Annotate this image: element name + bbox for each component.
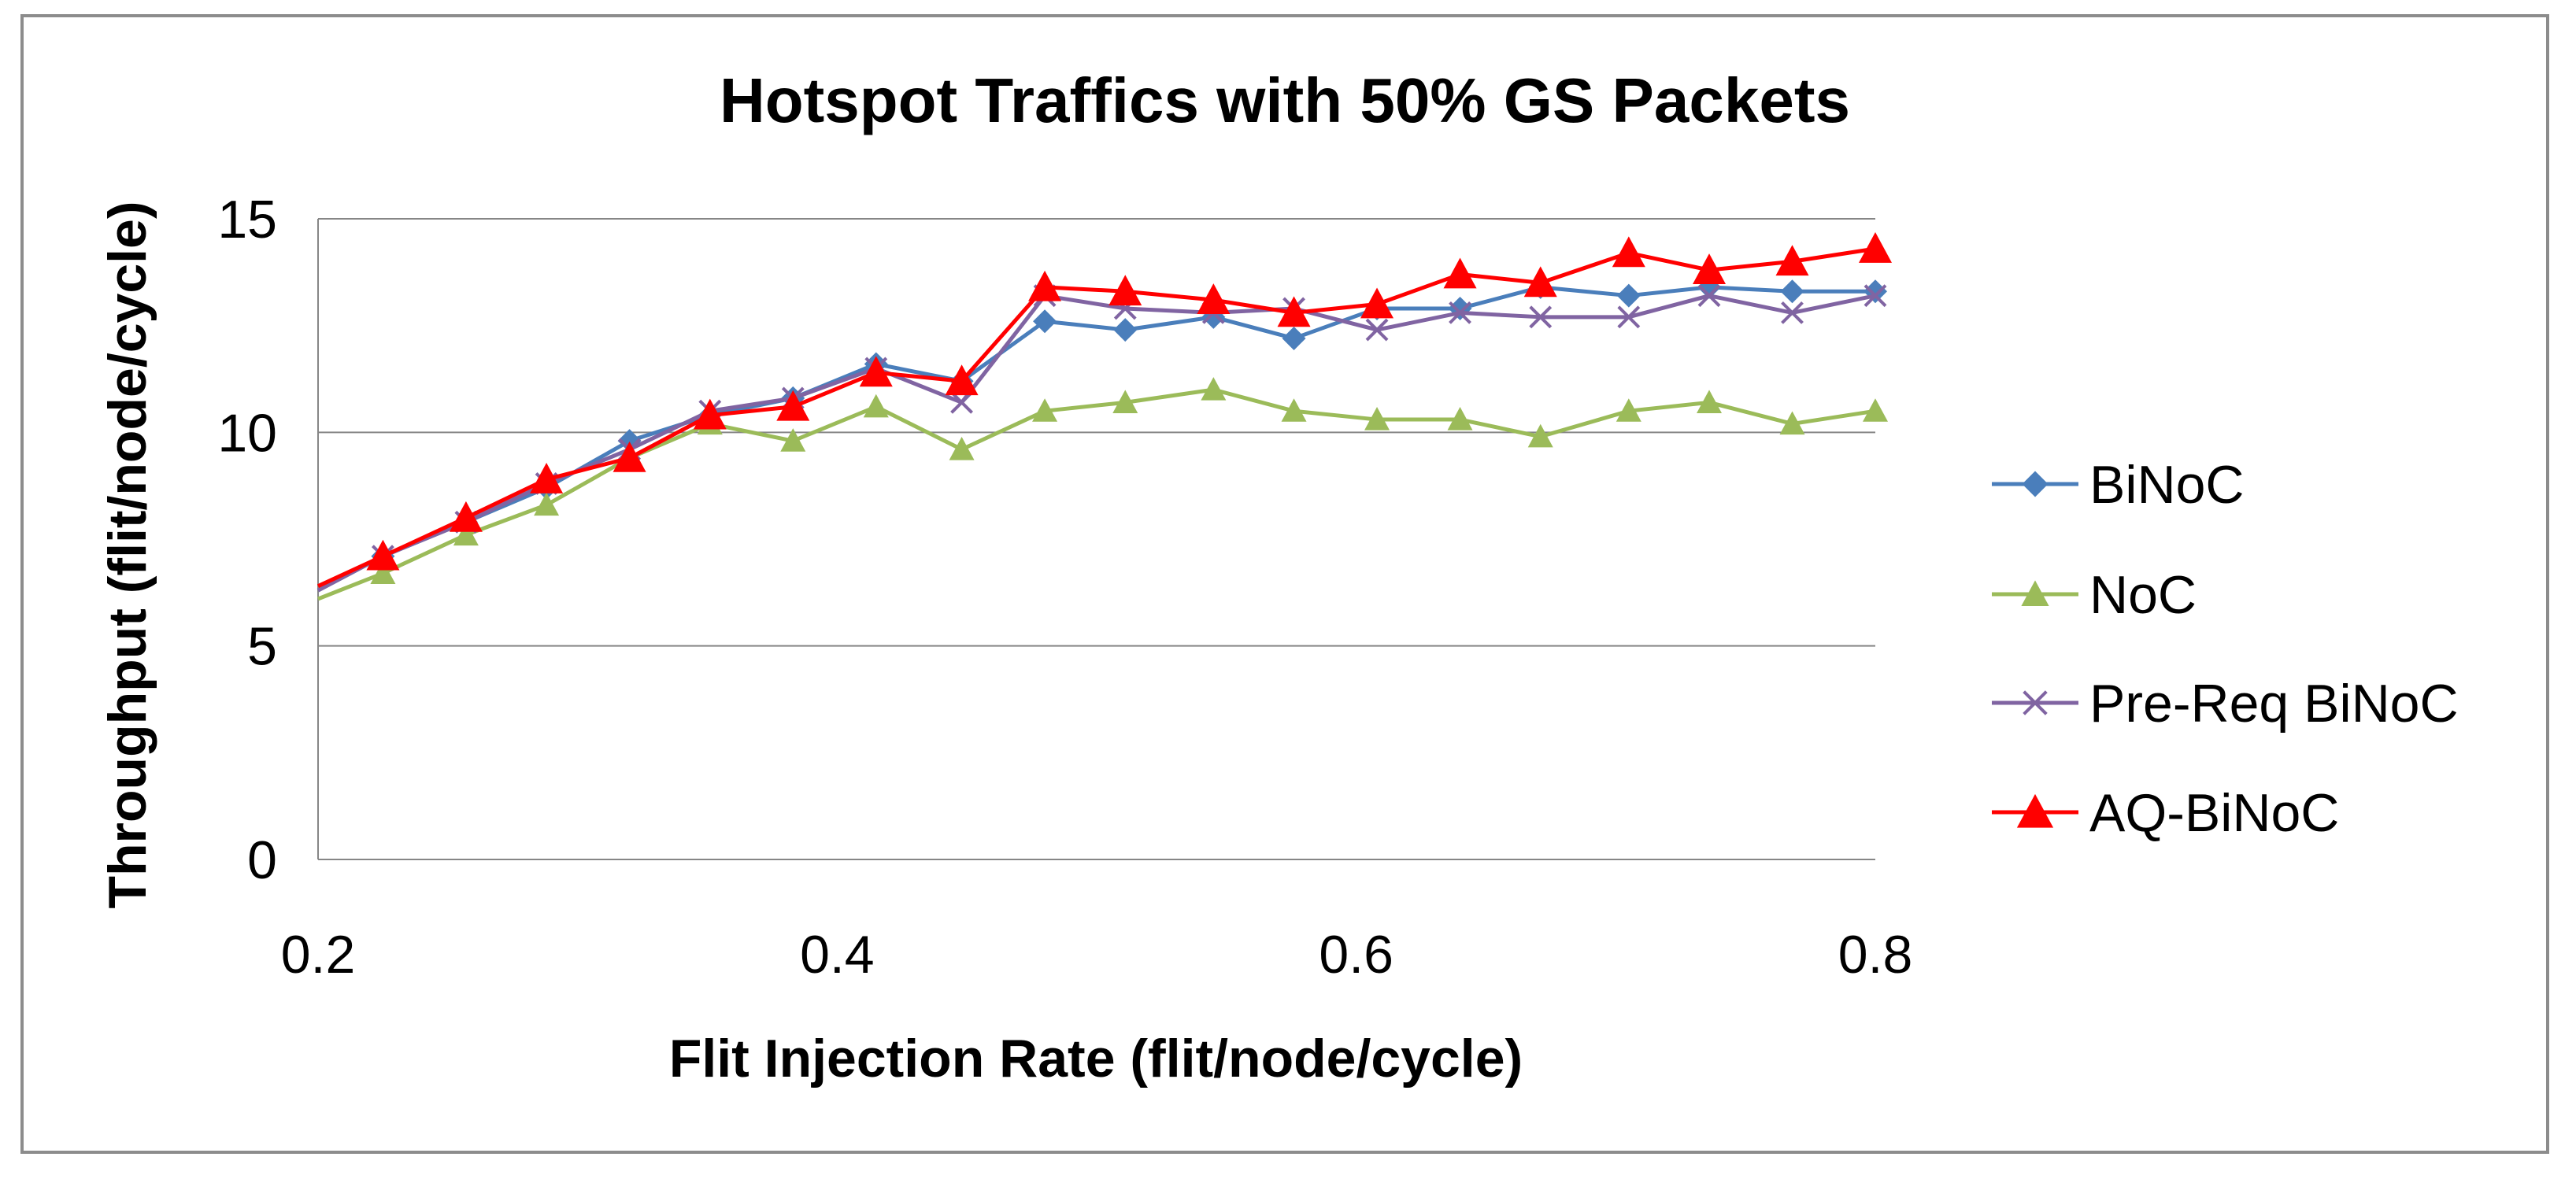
series-line: [316, 294, 1876, 593]
data-point: [1617, 305, 1641, 329]
data-point: [945, 364, 979, 396]
data-point: [1781, 301, 1804, 324]
series-pre-req-binoc: [316, 284, 1887, 593]
data-point: [453, 522, 479, 546]
y-tick-label: 5: [247, 617, 277, 677]
data-point: [1277, 296, 1311, 327]
y-tick-label: 15: [217, 190, 277, 249]
data-point: [1780, 279, 1804, 304]
data-point: [1779, 411, 1805, 435]
data-point: [1697, 390, 1723, 413]
data-point: [1775, 245, 1809, 276]
chart-frame: [20, 14, 2549, 1154]
data-point: [1523, 266, 1557, 298]
chart-title: Hotspot Traffics with 50% GS Packets: [720, 65, 1850, 135]
legend-label: BiNoC: [2089, 455, 2245, 515]
legend-label: AQ-BiNoC: [2089, 783, 2339, 843]
y-tick-labels: 0 5 10 15: [217, 190, 277, 890]
gridlines: [318, 218, 1875, 647]
data-point: [370, 560, 396, 585]
data-point: [1864, 279, 1887, 304]
series-line: [316, 285, 1875, 593]
data-point: [859, 356, 893, 387]
legend-item: BiNoC: [1992, 455, 2245, 515]
data-point: [534, 492, 560, 516]
data-point: [1697, 284, 1721, 308]
data-point: [1527, 423, 1553, 448]
data-point: [1863, 398, 1888, 422]
data-point: [1360, 287, 1394, 319]
data-point: [1364, 407, 1390, 431]
data-point: [1028, 270, 1062, 301]
data-point: [950, 390, 973, 414]
data-point: [863, 394, 889, 418]
data-point: [1859, 231, 1892, 263]
x-tick-label: 0.4: [800, 925, 875, 985]
data-point: [1612, 236, 1645, 268]
data-point: [1112, 390, 1138, 413]
data-point: [780, 428, 806, 452]
x-axis-label: Flit Injection Rate (flit/node/cycle): [669, 1029, 1523, 1088]
data-point: [949, 437, 975, 460]
data-point: [2023, 690, 2048, 715]
legend-item: AQ-BiNoC: [1992, 783, 2339, 843]
series: [316, 231, 1892, 601]
data-point: [530, 463, 564, 493]
data-point: [613, 441, 646, 472]
series-line: [317, 387, 1876, 601]
series-line: [316, 246, 1876, 588]
data-point: [1616, 398, 1641, 422]
data-point: [1201, 377, 1227, 401]
legend-label: NoC: [2089, 565, 2197, 625]
data-point: [776, 390, 810, 421]
y-tick-label: 10: [217, 403, 277, 463]
series-aq-binoc: [316, 231, 1892, 588]
legend-item: Pre-Req BiNoC: [1992, 674, 2459, 734]
data-point: [2016, 793, 2054, 828]
data-point: [1282, 326, 1306, 350]
data-point: [1197, 283, 1231, 314]
x-tick-label: 0.6: [1319, 925, 1393, 985]
data-point: [366, 539, 400, 571]
data-point: [1529, 305, 1553, 329]
data-point: [1281, 398, 1307, 422]
data-point: [1449, 301, 1471, 324]
x-tick-label: 0.2: [281, 925, 356, 985]
x-tick-labels: 0.2 0.4 0.6 0.8: [281, 925, 1913, 985]
y-tick-label: 0: [247, 830, 277, 890]
data-point: [1033, 309, 1057, 334]
data-point: [1365, 318, 1389, 342]
data-point: [449, 501, 483, 532]
data-point: [1448, 296, 1472, 320]
data-point: [1447, 407, 1473, 431]
data-point: [1443, 257, 1477, 289]
data-point: [1616, 283, 1641, 308]
data-point: [2022, 471, 2049, 497]
data-point: [2021, 580, 2049, 606]
legend-item: NoC: [1992, 565, 2197, 625]
legend-label: Pre-Req BiNoC: [2089, 674, 2459, 734]
data-point: [693, 398, 727, 430]
axes: [317, 219, 1875, 860]
data-point: [1032, 398, 1058, 422]
data-point: [1864, 284, 1887, 308]
legend: BiNoC NoC Pre-Req BiNoC AQ-BiNoC: [1992, 455, 2459, 843]
data-point: [1693, 253, 1727, 284]
x-tick-label: 0.8: [1838, 925, 1913, 985]
data-point: [1108, 275, 1142, 306]
y-axis-label: Throughput (flit/node/cycle): [98, 201, 157, 908]
data-point: [1113, 318, 1138, 342]
